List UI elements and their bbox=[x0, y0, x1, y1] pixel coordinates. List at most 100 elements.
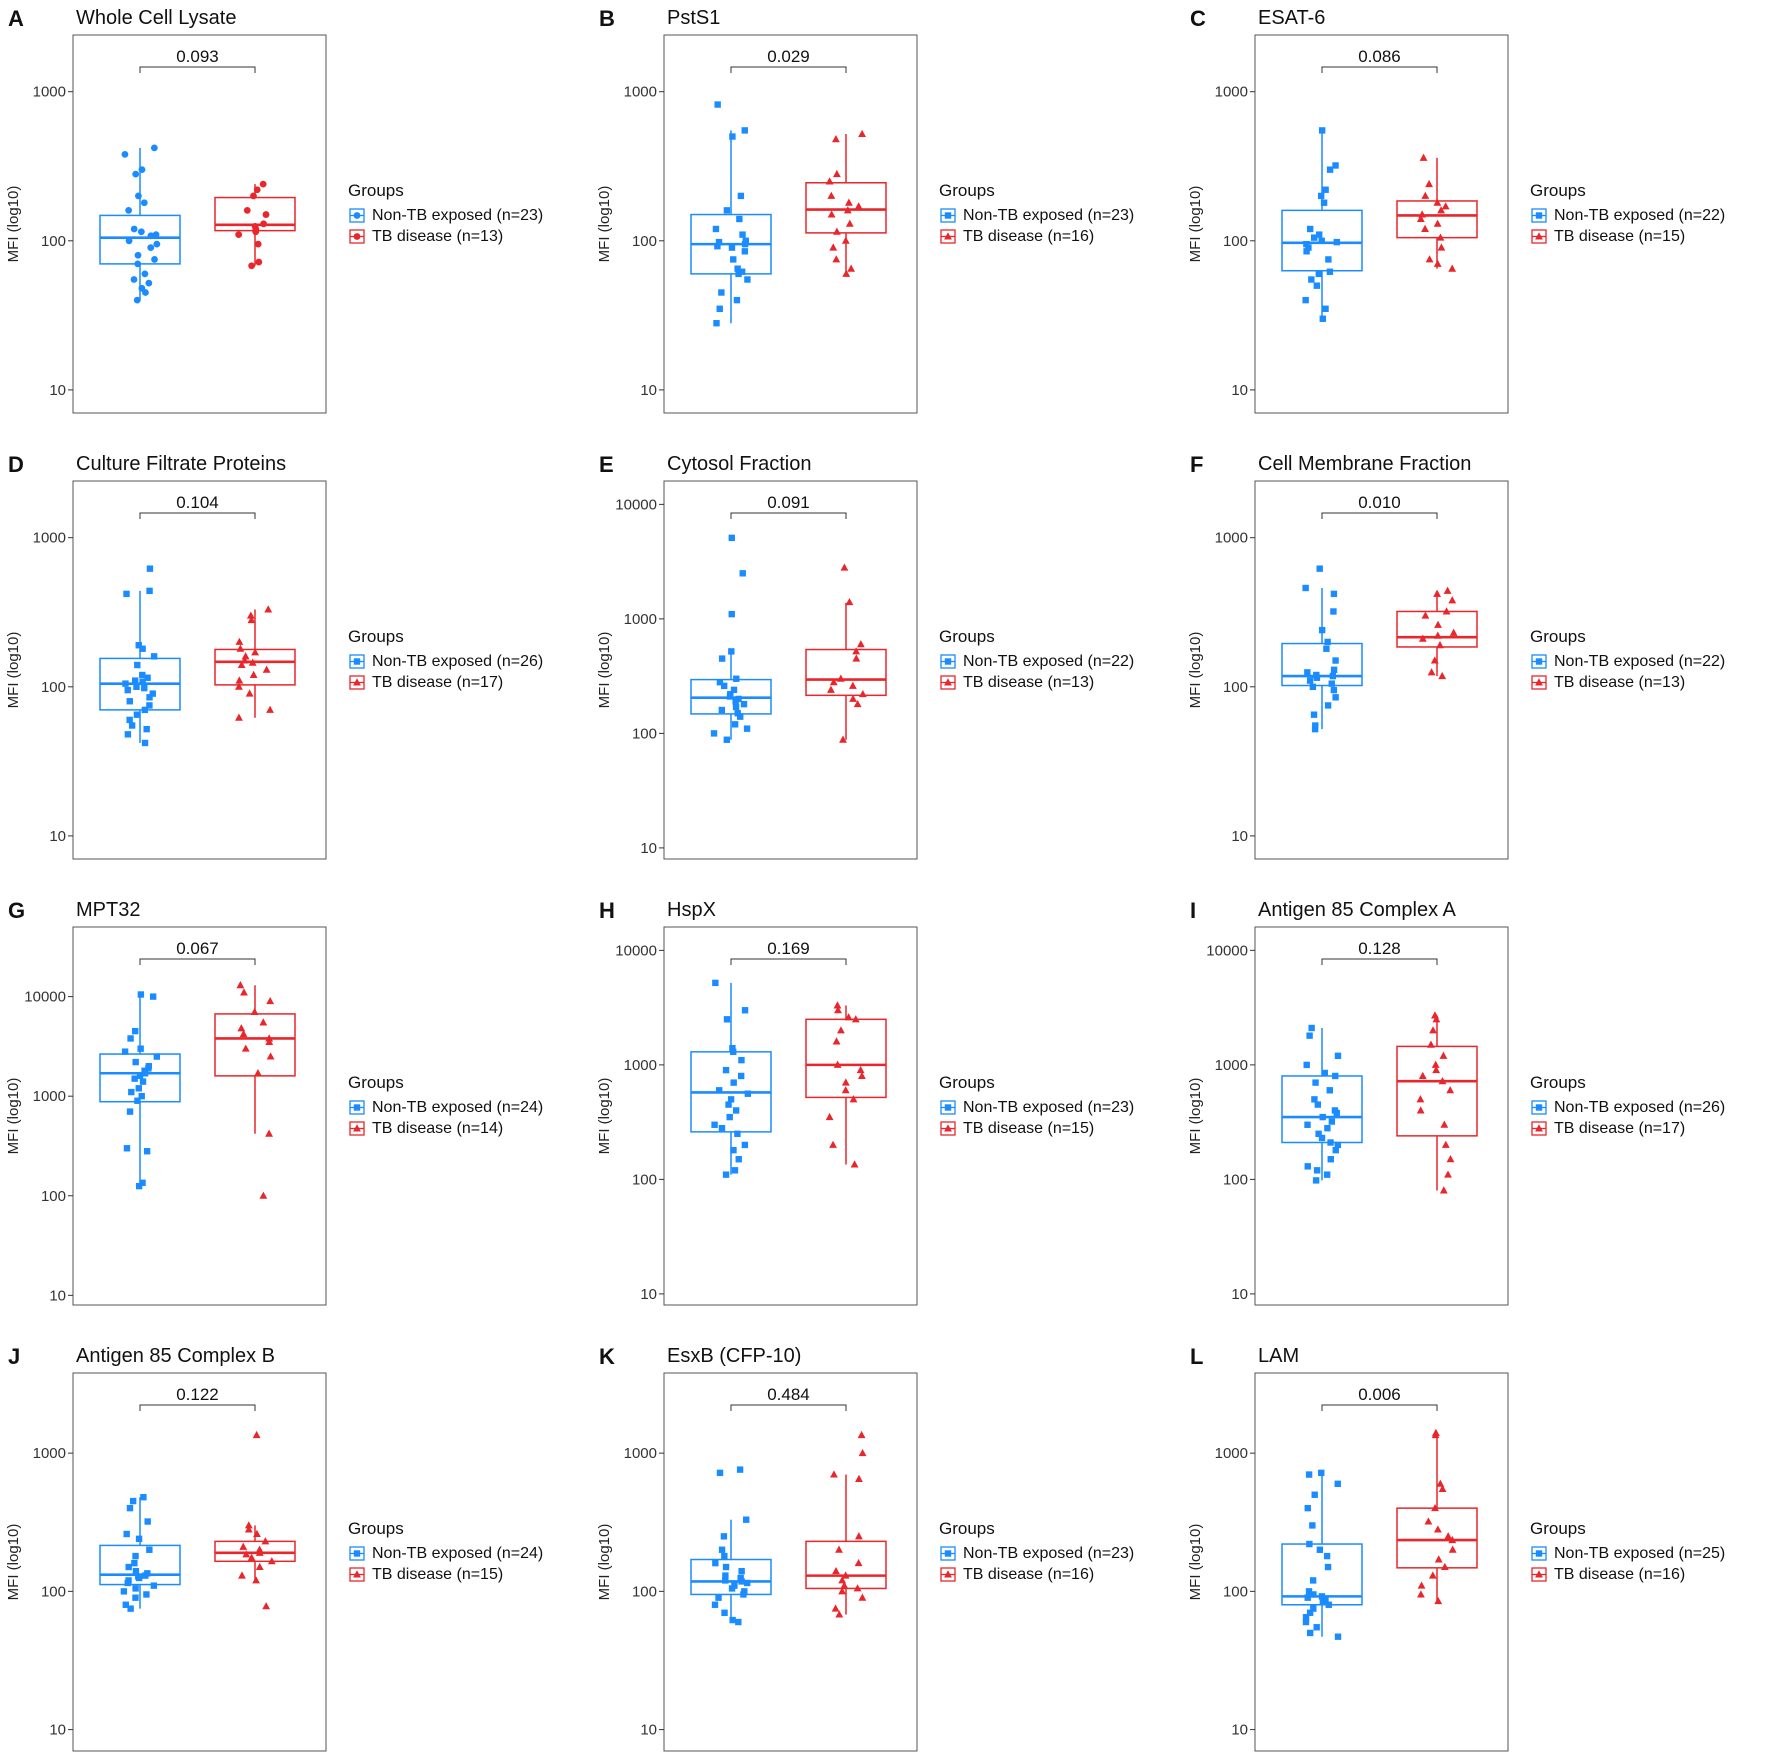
data-point-non-tb-i-8 bbox=[1311, 1096, 1318, 1103]
data-point-tb-l-6 bbox=[1433, 1525, 1442, 1533]
box-tb-g bbox=[214, 1013, 296, 1077]
panel-a: A Whole Cell Lysate 10 100 1000 MFI (log10) 0.… bbox=[5, 6, 543, 414]
data-point-non-tb-g-19 bbox=[126, 1108, 134, 1115]
panel-title-c: ESAT-6 bbox=[1258, 7, 1325, 29]
panel-title-e: Cytosol Fraction bbox=[667, 453, 812, 475]
y-tick-label-h-1: 100 bbox=[632, 1171, 657, 1188]
data-point-non-tb-f-17 bbox=[1332, 694, 1339, 701]
legend-entry-tb-c: TB disease (n=15) bbox=[1554, 228, 1685, 245]
data-point-tb-c-4 bbox=[1441, 202, 1450, 210]
data-point-non-tb-h-14 bbox=[726, 1113, 733, 1121]
data-point-tb-d-4 bbox=[236, 644, 245, 652]
data-point-non-tb-c-5 bbox=[1320, 199, 1328, 206]
y-tick-label-i-3: 10000 bbox=[1206, 942, 1248, 959]
data-point-non-tb-e-16 bbox=[734, 710, 741, 717]
data-point-non-tb-c-1 bbox=[1332, 162, 1339, 169]
data-point-non-tb-d-19 bbox=[141, 706, 149, 714]
y-tick-label-l-1: 100 bbox=[1223, 1583, 1248, 1600]
data-point-tb-k-4 bbox=[854, 1532, 863, 1540]
data-point-non-tb-l-9 bbox=[1324, 1563, 1332, 1571]
pvalue-label-k: 0.484 bbox=[767, 1385, 810, 1404]
plot-frame-d bbox=[72, 480, 327, 860]
legend-key-marker-non-tb-k bbox=[944, 1550, 952, 1557]
plot-frame-c bbox=[1254, 34, 1509, 414]
pvalue-label-g: 0.067 bbox=[176, 939, 219, 958]
data-point-non-tb-k-0 bbox=[736, 1466, 744, 1473]
data-point-non-tb-d-12 bbox=[133, 683, 140, 690]
data-point-tb-a-10 bbox=[254, 240, 262, 248]
data-point-non-tb-k-1 bbox=[716, 1469, 724, 1477]
data-point-non-tb-h-15 bbox=[711, 1121, 718, 1128]
data-point-non-tb-i-9 bbox=[1314, 1101, 1322, 1108]
data-point-tb-d-7 bbox=[240, 656, 249, 664]
pvalue-bracket-a bbox=[139, 66, 256, 73]
data-point-non-tb-h-20 bbox=[735, 1156, 742, 1163]
data-point-non-tb-a-19 bbox=[145, 279, 153, 287]
data-point-tb-l-11 bbox=[1440, 1562, 1449, 1571]
data-point-non-tb-e-5 bbox=[733, 675, 740, 682]
legend-entry-tb-j: TB disease (n=15) bbox=[372, 1566, 503, 1583]
data-point-non-tb-c-7 bbox=[1315, 231, 1323, 238]
data-point-tb-j-11 bbox=[255, 1562, 264, 1571]
data-point-non-tb-j-7 bbox=[132, 1552, 139, 1560]
data-point-tb-d-1 bbox=[246, 611, 255, 619]
data-point-non-tb-j-2 bbox=[126, 1504, 134, 1512]
data-point-tb-b-13 bbox=[832, 255, 841, 263]
data-point-non-tb-g-23 bbox=[135, 1182, 143, 1190]
legend-key-marker-non-tb-h bbox=[944, 1104, 952, 1111]
data-point-non-tb-d-18 bbox=[146, 702, 153, 709]
data-point-tb-a-9 bbox=[235, 231, 243, 239]
panel-i: I Antigen 85 Complex A 10 100 1000 10000 MFI (… bbox=[1187, 898, 1725, 1306]
pvalue-label-e: 0.091 bbox=[767, 493, 810, 512]
data-point-tb-i-1 bbox=[1432, 1015, 1441, 1023]
data-point-non-tb-k-11 bbox=[722, 1577, 729, 1584]
y-tick-label-a-1: 100 bbox=[41, 233, 66, 250]
data-point-non-tb-d-23 bbox=[143, 725, 150, 733]
data-point-non-tb-e-21 bbox=[723, 736, 731, 743]
data-point-tb-e-10 bbox=[849, 694, 857, 702]
data-point-non-tb-h-17 bbox=[734, 1130, 741, 1138]
data-point-non-tb-d-7 bbox=[139, 671, 146, 679]
data-point-tb-j-14 bbox=[262, 1602, 271, 1610]
data-point-tb-e-11 bbox=[853, 699, 862, 708]
data-point-non-tb-f-13 bbox=[1306, 677, 1314, 684]
data-point-tb-j-12 bbox=[238, 1571, 246, 1579]
legend-title-c: Groups bbox=[1530, 181, 1586, 200]
data-point-tb-d-5 bbox=[251, 648, 260, 656]
data-point-non-tb-g-21 bbox=[143, 1148, 151, 1155]
data-point-non-tb-j-12 bbox=[142, 1572, 149, 1579]
data-point-non-tb-k-18 bbox=[715, 1594, 722, 1601]
panel-title-f: Cell Membrane Fraction bbox=[1258, 453, 1471, 475]
data-point-non-tb-a-15 bbox=[151, 256, 158, 263]
data-point-tb-g-10 bbox=[266, 1052, 275, 1060]
legend-entry-tb-d: TB disease (n=17) bbox=[372, 674, 503, 691]
data-point-non-tb-j-9 bbox=[125, 1563, 132, 1571]
data-point-tb-k-11 bbox=[853, 1584, 862, 1592]
data-point-non-tb-e-17 bbox=[737, 713, 744, 720]
data-point-non-tb-c-9 bbox=[1318, 237, 1325, 244]
data-point-non-tb-j-5 bbox=[135, 1535, 143, 1543]
data-point-tb-i-9 bbox=[1446, 1086, 1455, 1094]
y-tick-label-g-0: 10 bbox=[49, 1287, 66, 1304]
data-point-non-tb-d-25 bbox=[141, 739, 149, 747]
data-point-non-tb-a-8 bbox=[137, 228, 145, 236]
data-point-non-tb-l-20 bbox=[1302, 1614, 1310, 1621]
data-point-non-tb-g-9 bbox=[145, 1065, 152, 1072]
data-point-tb-b-4 bbox=[827, 191, 836, 199]
data-point-tb-e-2 bbox=[856, 640, 865, 648]
legend-title-k: Groups bbox=[939, 1519, 995, 1538]
data-point-non-tb-j-14 bbox=[135, 1574, 143, 1582]
data-point-non-tb-k-4 bbox=[718, 1546, 726, 1553]
data-point-non-tb-d-3 bbox=[135, 642, 142, 649]
data-point-non-tb-i-16 bbox=[1315, 1130, 1322, 1138]
data-point-non-tb-c-8 bbox=[1310, 234, 1318, 241]
box-non-tb-j bbox=[99, 1544, 181, 1586]
data-point-non-tb-j-8 bbox=[131, 1559, 138, 1567]
data-point-non-tb-c-6 bbox=[1306, 225, 1314, 233]
legend-key-marker-non-tb-e bbox=[944, 658, 952, 665]
data-point-non-tb-f-7 bbox=[1332, 657, 1339, 664]
data-point-non-tb-d-9 bbox=[131, 677, 139, 684]
data-point-tb-b-7 bbox=[843, 206, 852, 214]
y-axis-label-l: MFI (log10) bbox=[1187, 1524, 1204, 1601]
data-point-tb-k-15 bbox=[835, 1610, 844, 1618]
